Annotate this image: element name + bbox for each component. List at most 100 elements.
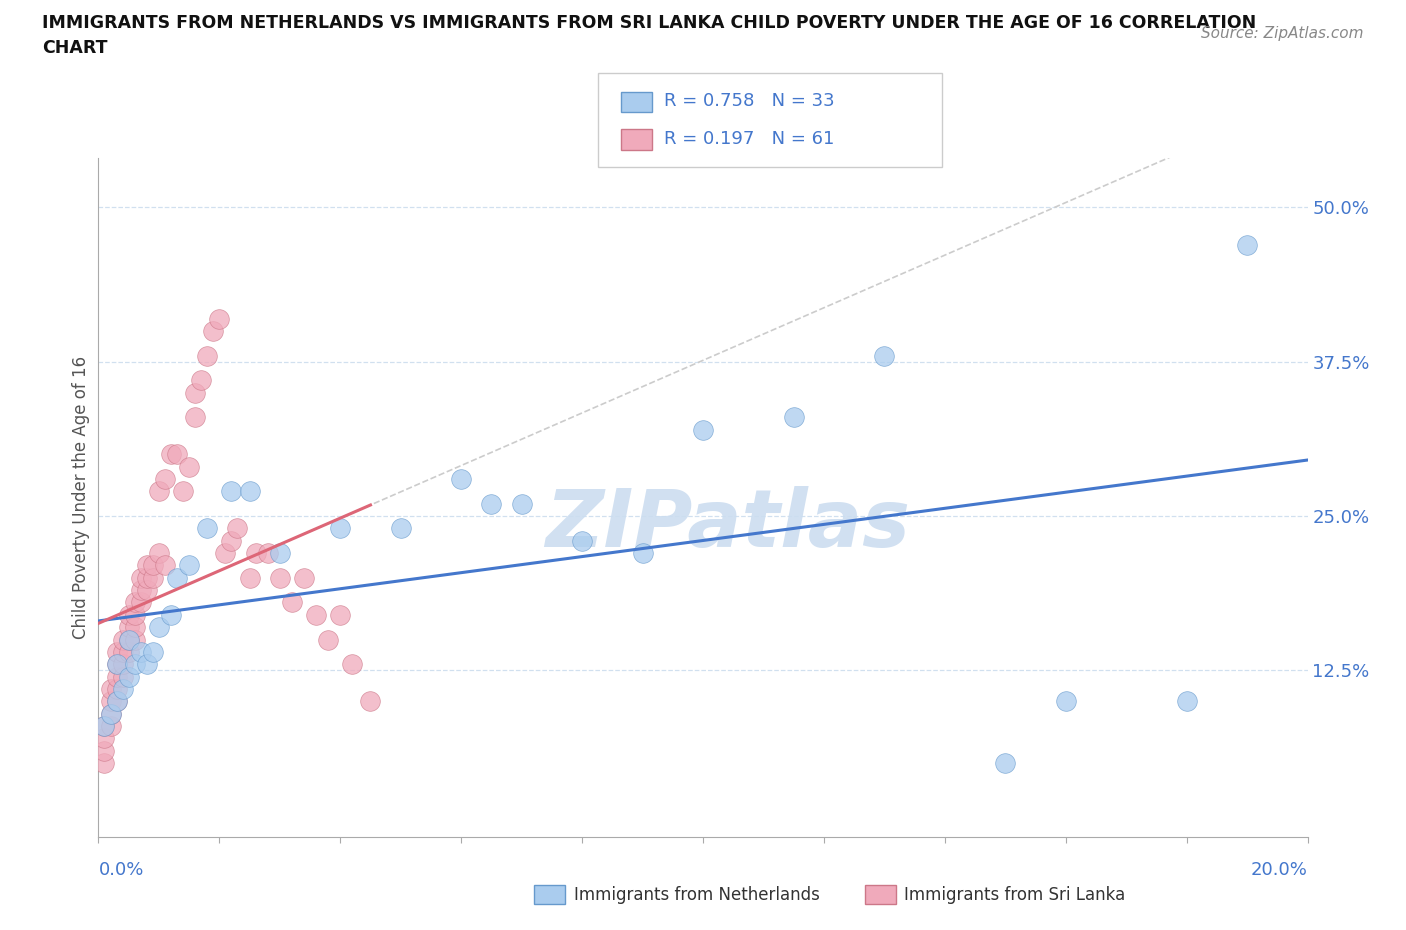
Point [214, 546, 236, 561]
Point [111, 632, 134, 647]
Point [142, 570, 165, 585]
Point [105, 694, 128, 709]
Point [239, 570, 262, 585]
Point [571, 533, 593, 548]
Point [177, 558, 201, 573]
Point [111, 682, 134, 697]
Point [190, 373, 212, 388]
Point [184, 385, 207, 400]
Point [450, 472, 472, 486]
Point [994, 755, 1017, 770]
Point [93, 743, 115, 758]
Point [160, 447, 183, 462]
Point [342, 657, 364, 671]
Point [202, 324, 225, 339]
Point [195, 521, 218, 536]
Point [135, 558, 157, 573]
Point [292, 570, 315, 585]
Point [100, 706, 122, 721]
Point [239, 484, 262, 498]
Point [124, 595, 146, 610]
Point [195, 348, 218, 363]
Point [1236, 237, 1258, 252]
Point [105, 669, 128, 684]
Point [172, 484, 194, 498]
Point [124, 657, 146, 671]
Point [305, 607, 328, 622]
Point [93, 731, 115, 746]
Point [153, 472, 176, 486]
Point [148, 546, 170, 561]
Point [129, 583, 152, 598]
Point [256, 546, 278, 561]
Point [329, 521, 352, 536]
Point [148, 484, 170, 498]
Text: 0.0%: 0.0% [98, 860, 143, 879]
Point [360, 694, 382, 709]
Point [118, 619, 141, 634]
Point [177, 459, 201, 474]
Point [1054, 694, 1077, 709]
Point [105, 694, 128, 709]
Point [93, 755, 115, 770]
Point [118, 607, 141, 622]
Text: Source: ZipAtlas.com: Source: ZipAtlas.com [1201, 26, 1364, 41]
Point [129, 644, 152, 659]
Text: R = 0.758   N = 33: R = 0.758 N = 33 [664, 92, 834, 110]
Text: R = 0.197   N = 61: R = 0.197 N = 61 [664, 130, 834, 148]
Point [105, 657, 128, 671]
Point [692, 422, 714, 437]
Point [135, 657, 157, 671]
Point [105, 657, 128, 671]
Point [873, 348, 896, 363]
Point [111, 644, 134, 659]
Point [316, 632, 339, 647]
Point [100, 706, 122, 721]
Point [124, 619, 146, 634]
Point [1175, 694, 1198, 709]
Point [782, 410, 804, 425]
Point [111, 657, 134, 671]
Y-axis label: Child Poverty Under the Age of 16: Child Poverty Under the Age of 16 [72, 356, 90, 639]
Point [142, 644, 165, 659]
Point [166, 447, 188, 462]
Point [124, 607, 146, 622]
Text: CHART: CHART [42, 39, 108, 57]
Point [153, 558, 176, 573]
Point [118, 669, 141, 684]
Point [118, 632, 141, 647]
Point [100, 719, 122, 734]
Point [142, 558, 165, 573]
Point [208, 312, 231, 326]
Point [118, 632, 141, 647]
Point [329, 607, 352, 622]
Point [631, 546, 654, 561]
Point [281, 595, 304, 610]
Point [269, 570, 291, 585]
Point [129, 570, 152, 585]
Text: ZIPatlas: ZIPatlas [544, 485, 910, 564]
Point [510, 497, 533, 512]
Point [221, 533, 243, 548]
Point [148, 619, 170, 634]
Point [135, 570, 157, 585]
Point [389, 521, 412, 536]
Point [135, 583, 157, 598]
Text: Immigrants from Netherlands: Immigrants from Netherlands [574, 885, 820, 904]
Point [160, 607, 183, 622]
Point [105, 644, 128, 659]
Point [226, 521, 249, 536]
Point [111, 669, 134, 684]
Point [93, 719, 115, 734]
Point [129, 595, 152, 610]
Point [221, 484, 243, 498]
Point [184, 410, 207, 425]
Point [118, 644, 141, 659]
Point [100, 682, 122, 697]
Point [245, 546, 267, 561]
Point [105, 682, 128, 697]
Point [100, 694, 122, 709]
Point [93, 719, 115, 734]
Text: 20.0%: 20.0% [1251, 860, 1308, 879]
Point [481, 497, 503, 512]
